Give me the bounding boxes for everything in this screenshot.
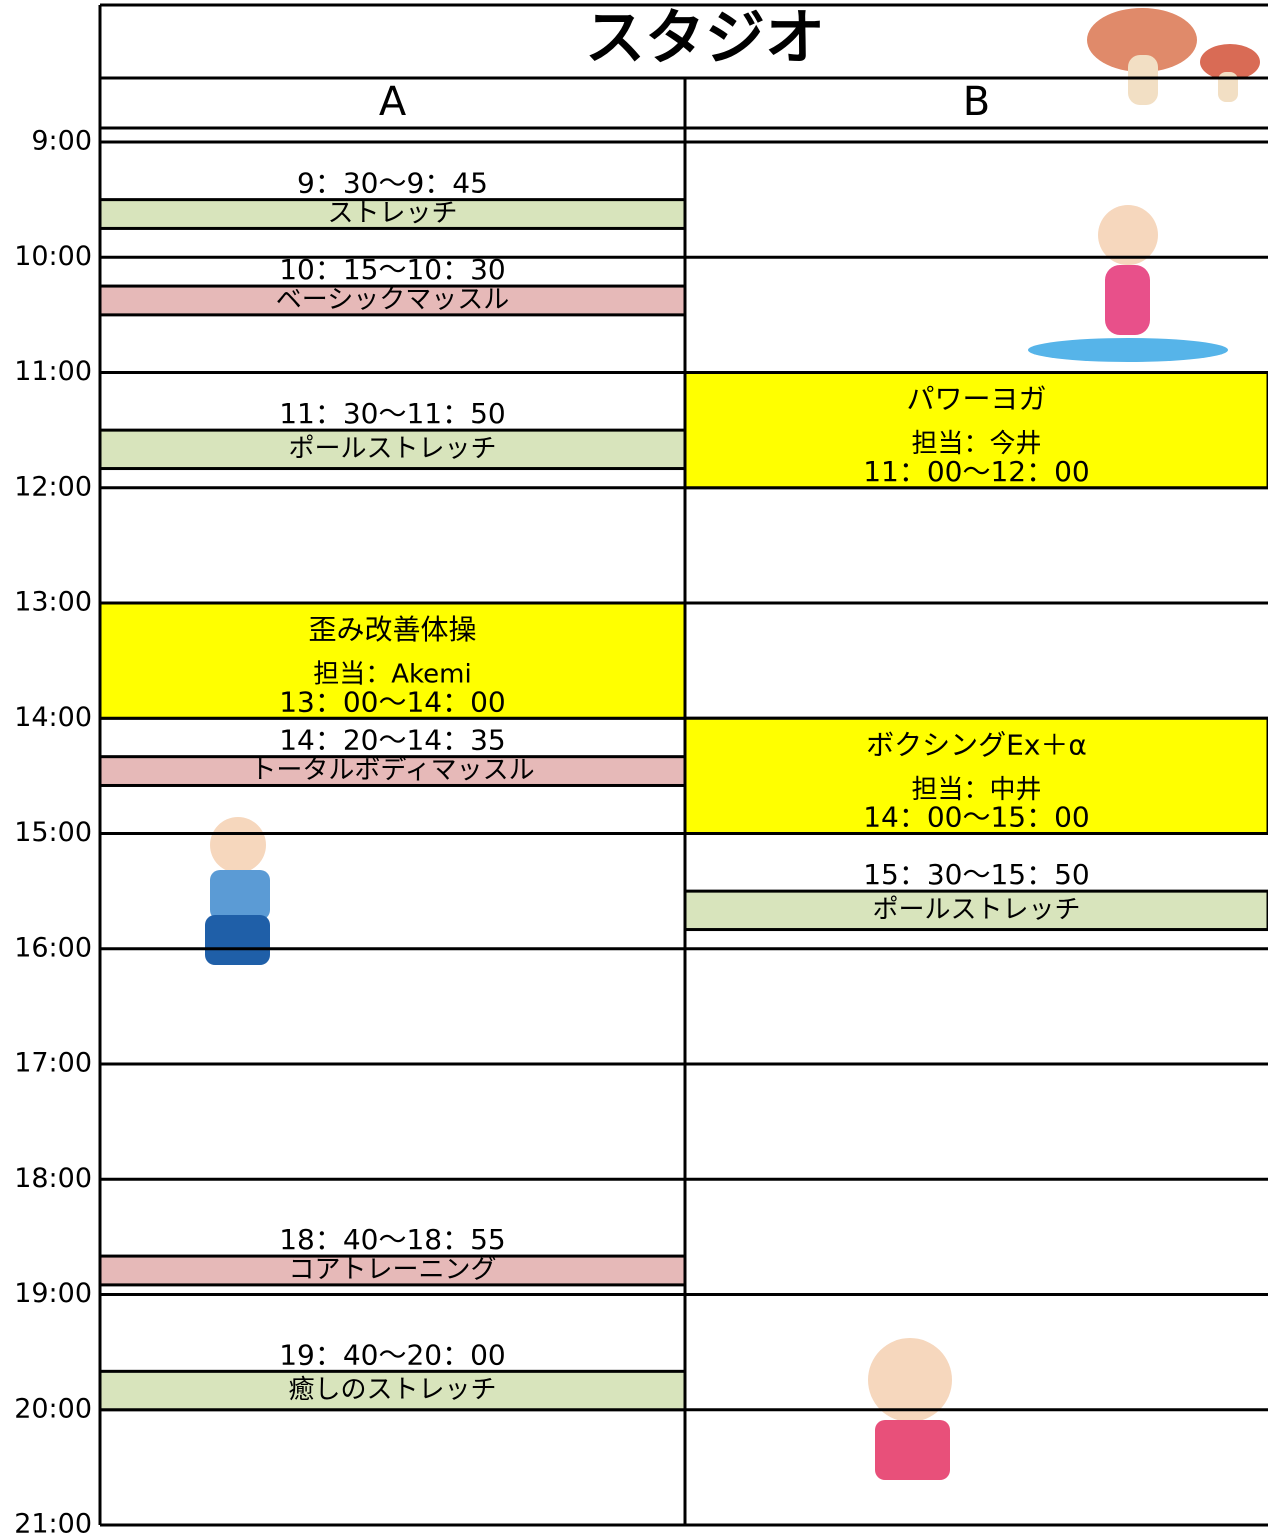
time-label: 13:00	[14, 587, 92, 618]
time-label: 17:00	[14, 1048, 92, 1079]
class-name: ポールストレッチ	[872, 895, 1080, 925]
time-label: 18:00	[14, 1163, 92, 1194]
class-time: 13：00〜14：00	[279, 685, 506, 718]
class-block	[98, 198, 687, 230]
time-label: 19:00	[14, 1278, 92, 1309]
class-name: 癒しのストレッチ	[288, 1375, 496, 1405]
class-block	[683, 889, 1268, 932]
class-name: ベーシックマッスル	[276, 285, 509, 315]
class-block	[98, 601, 687, 720]
class-time: 10：15〜10：30	[279, 253, 506, 286]
title: スタジオ	[585, 4, 825, 74]
instructor: 担当：Akemi	[313, 660, 471, 690]
time-label: 9:00	[31, 126, 92, 157]
time-label: 16:00	[14, 932, 92, 963]
time-label: 14:00	[14, 702, 92, 733]
class-name: ポールストレッチ	[288, 434, 496, 464]
class-time: 9：30〜9：45	[297, 167, 488, 200]
instructor: 担当：中井	[911, 775, 1041, 805]
class-block	[98, 755, 687, 787]
decoration	[205, 8, 1260, 1480]
class-time: 14：00〜15：00	[863, 801, 1090, 834]
class-time: 19：40〜20：00	[279, 1338, 506, 1371]
class-name: ボクシングEx＋α	[866, 728, 1087, 761]
time-label: 12:00	[14, 471, 92, 502]
class-time: 18：40〜18：55	[279, 1223, 506, 1256]
studio-name: A	[379, 79, 407, 125]
time-label: 15:00	[14, 817, 92, 848]
time-label: 20:00	[14, 1393, 92, 1424]
studio-name: B	[963, 79, 990, 125]
class-block	[683, 371, 1268, 490]
class-block	[98, 284, 687, 317]
class-block	[98, 1254, 687, 1287]
class-name: ストレッチ	[327, 199, 457, 229]
time-label: 10:00	[14, 241, 92, 272]
class-time: 14：20〜14：35	[279, 724, 506, 757]
class-block	[98, 428, 687, 471]
class-time: 11：00〜12：00	[863, 455, 1090, 488]
instructor: 担当：今井	[911, 429, 1041, 459]
class-name: トータルボディマッスル	[250, 756, 534, 786]
class-block	[683, 716, 1268, 835]
class-block	[98, 1369, 687, 1412]
class-time: 15：30〜15：50	[863, 858, 1090, 891]
time-label: 11:00	[14, 356, 92, 387]
class-time: 11：30〜11：50	[279, 397, 506, 430]
class-name: パワーヨガ	[906, 383, 1046, 416]
class-name: 歪み改善体操	[308, 613, 476, 646]
class-name: コアトレーニング	[288, 1255, 496, 1285]
time-label: 21:00	[14, 1509, 92, 1540]
